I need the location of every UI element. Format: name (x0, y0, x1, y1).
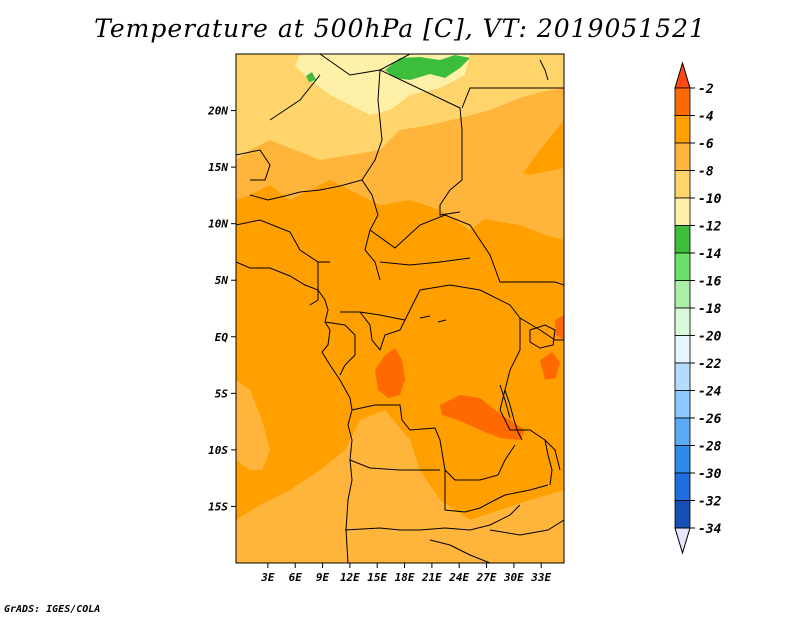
colorbar-swatch (674, 500, 691, 529)
longitude-axis: 3E 6E 9E 12E 15E 18E 21E 24E 27E 30E 33E (260, 563, 552, 584)
lon-tick-label: 33E (530, 571, 551, 584)
colorbar-label: -4 (698, 110, 714, 125)
border-13 (359, 311, 406, 352)
border-16 (344, 504, 521, 531)
colorbar-label: -24 (698, 385, 722, 400)
map-frame (235, 53, 565, 564)
colorbar-label: -18 (698, 302, 722, 317)
lake-turkana (539, 59, 549, 81)
lat-tick-label: 10S (208, 444, 228, 457)
colorbar-label: -16 (698, 275, 722, 290)
colorbar-label: -30 (698, 467, 722, 482)
colorbar-label: -26 (698, 412, 722, 427)
field-cold-blob-2 (306, 72, 316, 82)
river-segment (419, 315, 447, 323)
lon-tick-label: 15E (367, 571, 387, 584)
colorbar-swatch (674, 142, 691, 171)
latitude-axis: 20N 15N 10N 5N EQ 5S 10S 15S (207, 105, 236, 513)
field-band-6-8-west (236, 380, 270, 470)
border-10 (309, 262, 319, 306)
border-14 (351, 404, 516, 481)
lon-tick-label: 24E (448, 571, 469, 584)
lon-tick-label: 18E (395, 571, 415, 584)
colorbar-swatch (674, 307, 691, 336)
lon-tick-label: 27E (476, 571, 497, 584)
border-17 (444, 470, 549, 513)
colorbar-label: -8 (698, 165, 714, 180)
lon-tick-label: 9E (316, 571, 330, 584)
border-12 (324, 321, 356, 376)
border-21 (489, 519, 564, 536)
colorbar-swatch (674, 362, 691, 391)
credit-label: GrADS: IGES/COLA (4, 604, 101, 615)
colorbar-label: -34 (698, 522, 722, 537)
lat-tick-label: 15S (208, 500, 228, 513)
colorbar-swatch (674, 115, 691, 144)
lon-tick-label: 3E (260, 571, 275, 584)
coastline-west (236, 261, 353, 563)
lat-tick-label: 5N (215, 274, 229, 287)
colorbar-label: -6 (698, 137, 714, 152)
border-20 (236, 149, 271, 181)
lat-tick-label: 20N (207, 105, 228, 118)
lat-tick-label: 15N (208, 161, 228, 174)
colorbar-swatch (674, 472, 691, 501)
colorbar-swatch (674, 225, 691, 254)
border-7 (369, 214, 564, 286)
lat-tick-label: 10N (208, 218, 228, 231)
colorbar-label: -28 (698, 440, 722, 455)
colorbar-label: -12 (698, 220, 722, 235)
lon-tick-label: 30E (503, 571, 524, 584)
lon-tick-label: 12E (340, 571, 360, 584)
colorbar-label: -14 (698, 247, 722, 262)
colorbar-label: -22 (698, 357, 722, 372)
colorbar-swatch (674, 417, 691, 446)
field-warm-patch-4 (555, 315, 564, 340)
border-11 (340, 284, 521, 321)
colorbar-label: -20 (698, 330, 722, 345)
colorbar-swatch (674, 197, 691, 226)
field-band-6-8-east (440, 165, 564, 240)
border-19 (519, 317, 564, 341)
lake-victoria (529, 324, 556, 349)
border-9 (236, 219, 330, 263)
lat-tick-label: EQ (215, 331, 229, 344)
border-15 (349, 459, 440, 471)
border-22 (429, 539, 491, 563)
temperature-field (236, 54, 564, 563)
colorbar-label: -10 (698, 192, 722, 207)
border-5 (269, 74, 321, 121)
colorbar-swatch (674, 87, 691, 116)
colorbar-label: -2 (698, 82, 714, 97)
lat-tick-label: 5S (215, 387, 229, 400)
colorbar-swatch (674, 445, 691, 474)
border-4 (461, 87, 564, 109)
colorbar-swatch (674, 170, 691, 199)
lon-tick-label: 21E (421, 571, 442, 584)
colorbar-swatch (674, 335, 691, 364)
country-borders (236, 54, 564, 563)
lake-malawi (544, 439, 553, 486)
colorbar-swatch (674, 280, 691, 309)
colorbar-bottom-arrow (674, 527, 691, 555)
colorbar-label: -32 (698, 495, 722, 510)
colorbar-top-arrow (674, 61, 691, 89)
field-band-6-8-south (236, 410, 564, 563)
border-18 (499, 318, 561, 471)
border-2 (379, 54, 411, 71)
colorbar-swatch (674, 390, 691, 419)
colorbar: -2 -4 -6 -8 -10 -12 -14 -16 -18 -20 -22 -24 -26 -28 -3… (674, 61, 722, 555)
colorbar-swatch (674, 252, 691, 281)
field-cold-blob-1 (385, 55, 470, 80)
map-title: Temperature at 500hPa [C], VT: 201905152… (94, 14, 706, 43)
lake-tanganyika (499, 384, 523, 441)
lon-tick-label: 6E (289, 571, 303, 584)
border-3 (379, 69, 463, 216)
field-warm-patch-1 (375, 348, 405, 398)
field-warm-patch-2 (440, 395, 525, 440)
field-warm-patch-3 (540, 352, 560, 380)
border-8 (379, 257, 471, 266)
